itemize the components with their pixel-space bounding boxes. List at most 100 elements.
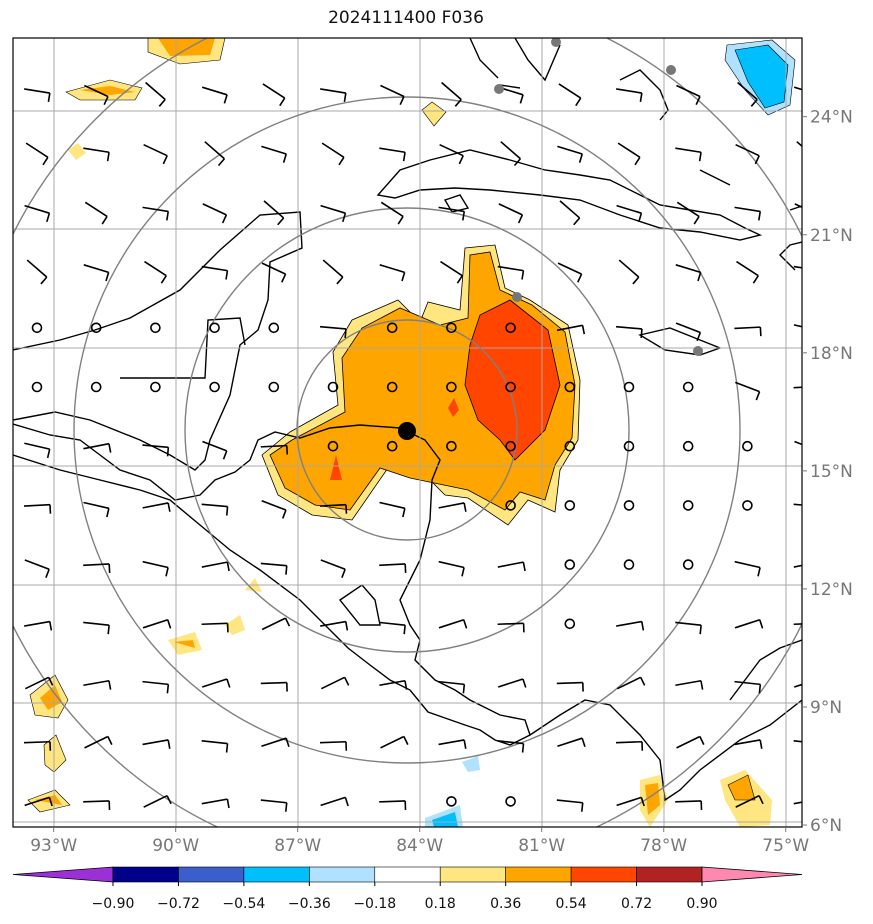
calm-wind-marker (268, 322, 280, 334)
wind-barb (142, 619, 172, 629)
wind-barb (441, 81, 462, 107)
wind-barb (734, 680, 762, 694)
wind-barb (794, 440, 802, 446)
calm-wind-marker (209, 322, 220, 334)
wind-barb (380, 735, 409, 749)
range-rings (13, 38, 802, 827)
calm-wind-marker (209, 381, 220, 393)
calm-wind-marker (90, 381, 102, 393)
station-marker (512, 292, 522, 302)
wind-barb (83, 621, 110, 635)
jamaica (638, 327, 722, 356)
wind-barb (203, 855, 230, 866)
wind-barb (616, 796, 645, 807)
calm-wind-marker (505, 500, 516, 511)
wind-barb (438, 739, 467, 749)
wind-barb (322, 259, 344, 285)
wind-barb (260, 799, 288, 812)
wind-barb (556, 324, 586, 335)
wind-barb (261, 617, 291, 631)
wind-barb (202, 203, 228, 224)
wind-barb (24, 676, 54, 690)
wind-barb (83, 147, 110, 162)
wind-barb (736, 260, 759, 284)
colorbar-tick-label: 0.72 (621, 896, 652, 912)
lon-tick-label: 87°W (274, 836, 321, 856)
wind-barb (558, 83, 582, 107)
wind-barb (379, 563, 407, 573)
wind-barb (320, 676, 350, 690)
wind-barb (142, 502, 171, 512)
calm-wind-marker (90, 322, 102, 334)
wind-barb (201, 86, 228, 104)
latitude-axis: 24°N 21°N 18°N 15°N 12°N 9°N 6°N (802, 108, 853, 836)
wind-barb (201, 678, 231, 688)
wind-barb (260, 681, 288, 692)
colorbar-tick-label: −0.72 (157, 896, 200, 912)
wind-barb (380, 857, 408, 866)
wind-barb (143, 143, 168, 165)
wind-barb (734, 206, 762, 221)
wind-barb (497, 265, 525, 280)
anomaly-field (27, 38, 796, 827)
colorbar-tick-label: −0.54 (222, 896, 265, 912)
wind-barb (201, 798, 230, 809)
calm-wind-marker (150, 381, 161, 393)
wind-barb (24, 796, 53, 807)
station-marker (494, 84, 504, 94)
calm-wind-marker (446, 381, 457, 393)
wind-barb (675, 679, 704, 690)
calm-wind-marker (742, 500, 753, 511)
wind-barb (675, 264, 702, 282)
calm-wind-marker (682, 440, 694, 452)
calm-wind-marker (446, 322, 457, 334)
wind-barb (438, 206, 466, 221)
wind-barb (84, 201, 108, 225)
cuba (376, 149, 763, 241)
wind-barb (144, 260, 167, 284)
calm-wind-marker (564, 618, 576, 630)
wind-barb (263, 200, 285, 226)
colorbar-segment (374, 866, 441, 883)
wind-barb (497, 561, 526, 572)
calm-wind-marker (446, 796, 457, 807)
wind-barb (379, 679, 408, 690)
lon-tick-label: 84°W (396, 836, 443, 856)
calm-wind-marker (564, 500, 576, 511)
wind-barb (793, 324, 802, 328)
wind-barb (83, 679, 112, 690)
isle-of-youth (443, 194, 470, 213)
calm-wind-marker (446, 440, 457, 452)
wind-barb (24, 559, 50, 578)
wind-barb (142, 560, 169, 577)
colorbar-extend-low (12, 866, 114, 883)
wind-barb (497, 740, 525, 753)
wind-barbs (23, 81, 802, 867)
calm-wind-marker (623, 500, 635, 511)
calm-wind-marker (564, 381, 576, 393)
wind-barb (618, 259, 640, 285)
station-marker (693, 346, 703, 356)
wind-barb (202, 440, 228, 460)
yucatan-base (120, 317, 246, 379)
calm-wind-marker (505, 322, 516, 334)
calm-wind-marker (564, 440, 576, 452)
strong-anomaly-region (464, 299, 561, 461)
wind-barb (201, 265, 229, 280)
colorbar-segment (112, 866, 179, 883)
wind-barb (261, 858, 288, 867)
wind-barb (734, 381, 761, 401)
station-marker (666, 65, 676, 75)
lon-tick-label: 93°W (30, 836, 77, 856)
calm-wind-marker (623, 440, 635, 452)
wind-barb (24, 442, 51, 459)
station-markers (494, 38, 703, 356)
lon-tick-label: 75°W (762, 836, 809, 856)
wind-barb (439, 143, 464, 165)
wind-barb (24, 620, 53, 631)
wind-barb (142, 206, 170, 221)
wind-barb (675, 147, 702, 162)
wind-barb (320, 620, 349, 631)
calm-wind-marker (623, 381, 635, 393)
